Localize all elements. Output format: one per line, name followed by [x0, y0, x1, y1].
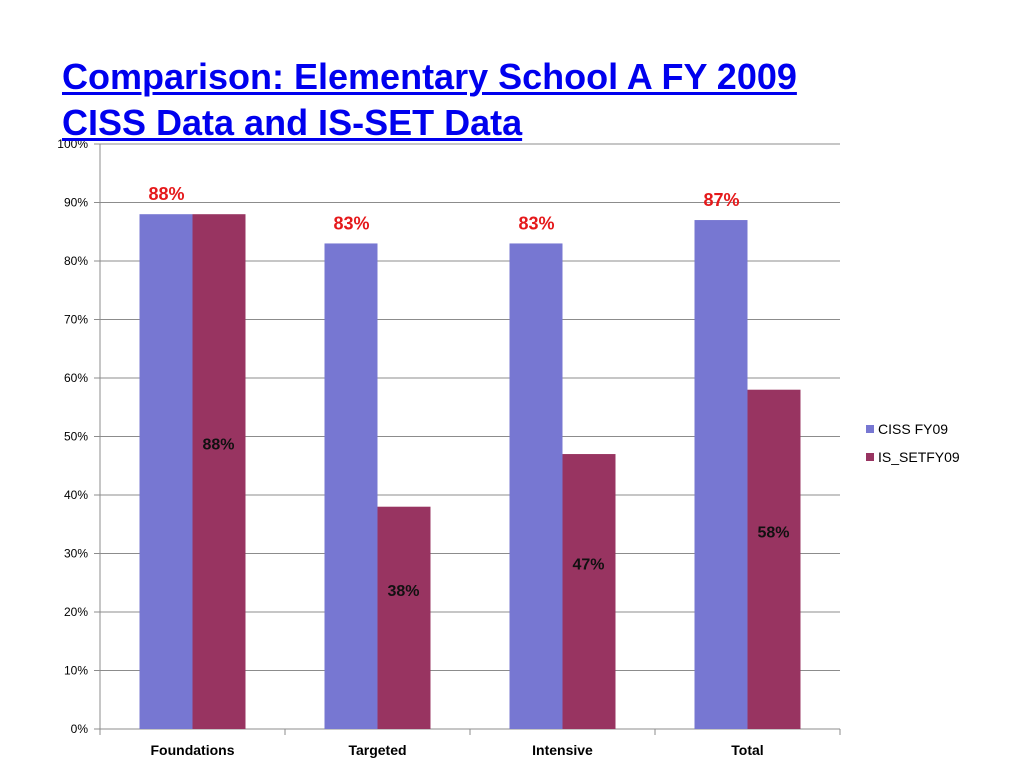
bar-ciss [139, 214, 193, 729]
y-tick-label: 60% [64, 371, 88, 385]
y-tick-label: 100% [57, 137, 88, 151]
y-tick-label: 0% [71, 722, 89, 736]
y-tick-label: 50% [64, 430, 88, 444]
slide-title-line-1: Comparison: Elementary School A FY 2009 [62, 56, 797, 97]
legend-swatch [866, 425, 874, 433]
x-tick-label: Intensive [532, 742, 593, 758]
y-tick-label: 30% [64, 547, 88, 561]
y-tick-label: 70% [64, 313, 88, 327]
data-label-ciss: 87% [703, 190, 739, 210]
legend-label: IS_SETFY09 [878, 449, 960, 465]
data-label-isset: 88% [202, 437, 234, 454]
x-tick-label: Foundations [151, 742, 235, 758]
y-tick-label: 40% [64, 488, 88, 502]
data-label-isset: 38% [387, 583, 419, 600]
y-tick-label: 10% [64, 664, 88, 678]
bar-isset [747, 389, 801, 729]
data-label-isset: 58% [757, 524, 789, 541]
bar-isset [192, 214, 246, 729]
bar-ciss [324, 243, 378, 729]
y-tick-label: 80% [64, 254, 88, 268]
legend-swatch [866, 453, 874, 461]
data-label-ciss: 83% [518, 213, 554, 233]
slide-title-line-2: CISS Data and IS-SET Data [62, 102, 523, 143]
legend-label: CISS FY09 [878, 421, 948, 437]
x-tick-label: Total [731, 742, 763, 758]
data-label-ciss: 83% [333, 213, 369, 233]
bar-ciss [509, 243, 563, 729]
y-tick-label: 20% [64, 605, 88, 619]
y-tick-label: 90% [64, 196, 88, 210]
bar-isset [562, 454, 616, 729]
x-tick-label: Targeted [348, 742, 406, 758]
bar-isset [377, 506, 431, 729]
slide-title: Comparison: Elementary School A FY 2009 … [62, 54, 962, 146]
data-label-isset: 47% [572, 557, 604, 574]
data-label-ciss: 88% [148, 184, 184, 204]
bar-ciss [694, 220, 748, 730]
